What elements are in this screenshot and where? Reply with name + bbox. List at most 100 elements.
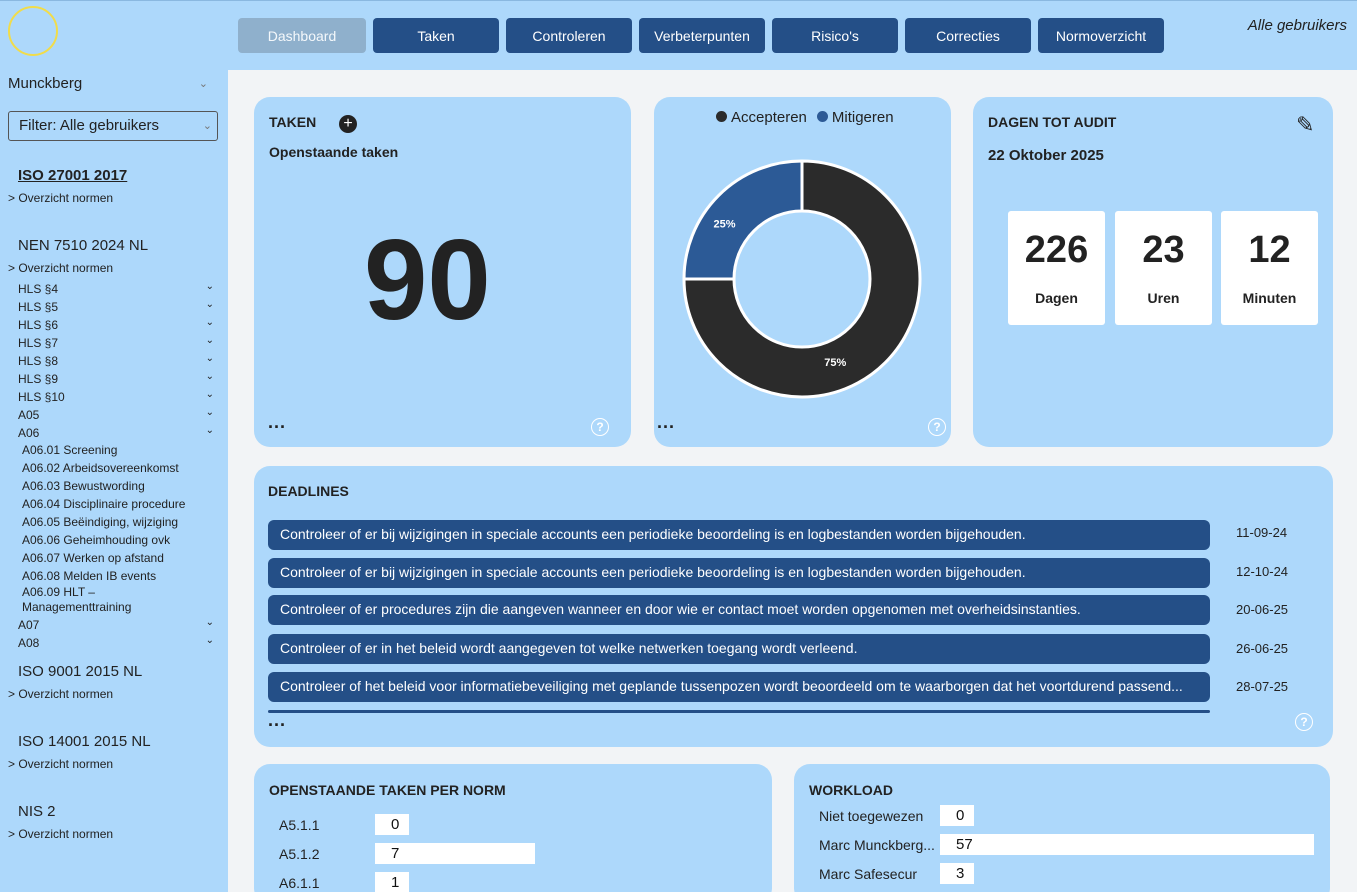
chevron-down-icon: ⌄ [205, 407, 214, 418]
top-bar: Dashboard Taken Controleren Verbeterpunt… [0, 0, 1357, 70]
add-task-icon[interactable]: + [339, 115, 357, 133]
tab-verbeterpunten[interactable]: Verbeterpunten [639, 18, 765, 53]
sub-item[interactable]: A06.09 HLT – Managementtraining [22, 585, 132, 614]
deadline-row[interactable]: Controleer of er bij wijzigingen in spec… [268, 558, 1210, 588]
tab-risicos[interactable]: Risico's [772, 18, 898, 53]
chevron-down-icon: ⌄ [205, 617, 214, 628]
deadline-date: 12-10-24 [1236, 564, 1289, 579]
legend-item-accepteren[interactable]: Accepteren [716, 109, 807, 126]
chevron-down-icon: ⌄ [205, 281, 214, 292]
donut-data-label: 25% [713, 219, 735, 231]
deadlines-title: DEADLINES [268, 483, 349, 499]
deadline-row[interactable]: Controleer of er bij wijzigingen in spec… [268, 520, 1210, 550]
tree-item-a07[interactable]: A07 ⌄ [18, 617, 214, 632]
hours-label: Uren [1147, 290, 1180, 306]
tree-item-hls8[interactable]: HLS §8 ⌄ [18, 353, 214, 368]
audit-title: DAGEN TOT AUDIT [988, 114, 1117, 130]
user-filter-value: Filter: Alle gebruikers [19, 117, 160, 134]
minutes-label: Minuten [1242, 290, 1297, 306]
edit-pencil-icon[interactable]: ✎ [1296, 112, 1315, 137]
sub-item[interactable]: A06.01 Screening [22, 443, 118, 457]
organization-name: Munckberg [8, 75, 83, 92]
tree-item-hls4[interactable]: HLS §4 ⌄ [18, 281, 214, 296]
chevron-down-icon: ⌄ [205, 353, 214, 364]
donut-chart: 75% 25% [682, 159, 922, 399]
deadline-date: 20-06-25 [1236, 602, 1289, 617]
norm-bar-label: A5.1.1 [279, 817, 320, 833]
sub-item[interactable]: A06.04 Disciplinaire procedure [22, 497, 186, 511]
tree-item-a06[interactable]: A06 ⌄ [18, 425, 214, 440]
sub-item[interactable]: A06.03 Bewustwording [22, 479, 145, 493]
norm-overview-link[interactable]: > Overzicht normen [8, 687, 114, 701]
norm-overview-link[interactable]: > Overzicht normen [8, 827, 114, 841]
hours-counter: 23 Uren [1115, 211, 1212, 325]
norm-overview-link[interactable]: > Overzicht normen [8, 261, 114, 275]
more-options-icon[interactable]: ... [268, 412, 287, 432]
tree-item-a05[interactable]: A05 ⌄ [18, 407, 214, 422]
main-nav: Dashboard Taken Controleren Verbeterpunt… [238, 18, 1164, 53]
norm-nis2[interactable]: NIS 2 [18, 803, 56, 820]
norm-bar[interactable]: 7 [375, 843, 535, 864]
norm-iso14001[interactable]: ISO 14001 2015 NL [18, 733, 151, 750]
legend-item-mitigeren[interactable]: Mitigeren [816, 109, 894, 126]
norm-iso9001[interactable]: ISO 9001 2015 NL [18, 663, 143, 680]
help-icon[interactable]: ? [1295, 713, 1313, 731]
sub-item[interactable]: A06.05 Beëindiging, wijziging [22, 515, 179, 529]
sub-item[interactable]: A06.07 Werken op afstand [22, 551, 164, 565]
tab-normoverzicht[interactable]: Normoverzicht [1038, 18, 1164, 53]
chevron-down-icon: ⌄ [205, 317, 214, 328]
norm-overview-link[interactable]: > Overzicht normen [8, 757, 114, 771]
norm-iso27001[interactable]: ISO 27001 2017 [18, 167, 128, 184]
tab-correcties[interactable]: Correcties [905, 18, 1031, 53]
workload-title: WORKLOAD [809, 782, 893, 798]
tab-taken[interactable]: Taken [373, 18, 499, 53]
tree-item-hls10[interactable]: HLS §10 ⌄ [18, 389, 214, 404]
tree-item-hls5[interactable]: HLS §5 ⌄ [18, 299, 214, 314]
norm-bar[interactable]: 1 [375, 872, 409, 892]
workload-bar-label: Marc Safesecur [819, 866, 918, 882]
tab-controleren[interactable]: Controleren [506, 18, 632, 53]
deadline-date: 26-06-25 [1236, 641, 1289, 656]
sub-item[interactable]: A06.06 Geheimhouding ovk [22, 533, 171, 547]
workload-bar[interactable]: 3 [940, 863, 974, 884]
workload-card: WORKLOAD Niet toegewezen 0 Marc Munckber… [794, 764, 1330, 892]
deadline-row[interactable]: Controleer of het beleid voor informatie… [268, 672, 1210, 702]
norm-bar[interactable]: 0 [375, 814, 409, 835]
legend-swatch [816, 111, 828, 122]
chevron-down-icon: ⌄ [205, 371, 214, 382]
workload-bar-label: Marc Munckberg... [819, 837, 935, 853]
minutes-counter: 12 Minuten [1221, 211, 1318, 325]
user-filter-select[interactable]: Filter: Alle gebruikers ⌄ [8, 111, 218, 141]
more-options-icon[interactable]: ... [268, 710, 287, 730]
tree-item-a08[interactable]: A08 ⌄ [18, 635, 214, 650]
open-tasks-per-norm-card: OPENSTAANDE TAKEN PER NORM A5.1.1 0 A5.1… [254, 764, 772, 892]
donut-slice-mitigeren[interactable] [682, 159, 804, 281]
tab-dashboard[interactable]: Dashboard [238, 18, 366, 53]
chevron-down-icon: ⌄ [205, 335, 214, 346]
more-options-icon[interactable]: ... [657, 412, 676, 432]
sub-item[interactable]: A06.02 Arbeidsovereenkomst [22, 461, 179, 475]
norm-nen7510[interactable]: NEN 7510 2024 NL [18, 237, 149, 254]
workload-bar[interactable]: 0 [940, 805, 974, 826]
workload-bar[interactable]: 57 [940, 834, 1314, 855]
tree-item-hls9[interactable]: HLS §9 ⌄ [18, 371, 214, 386]
sub-item[interactable]: A06.08 Melden IB events [22, 569, 157, 583]
chevron-down-icon: ⌄ [205, 389, 214, 400]
chevron-down-icon: ⌄ [205, 635, 214, 646]
organization-select[interactable]: Munckberg ⌄ [8, 75, 208, 92]
norm-overview-link[interactable]: > Overzicht normen [8, 191, 114, 205]
deadline-row[interactable]: Controleer of er procedures zijn die aan… [268, 595, 1210, 625]
norm-bar-label: A5.1.2 [279, 846, 320, 862]
deadline-row[interactable]: Controleer of er in het beleid wordt aan… [268, 634, 1210, 664]
help-icon[interactable]: ? [591, 418, 609, 436]
chevron-down-icon: ⌄ [205, 425, 214, 436]
taken-subtitle: Openstaande taken [269, 144, 399, 160]
donut-slice-accepteren[interactable] [682, 159, 922, 399]
help-icon[interactable]: ? [928, 418, 946, 436]
minutes-value: 12 [1248, 229, 1291, 271]
tree-item-hls7[interactable]: HLS §7 ⌄ [18, 335, 214, 350]
workload-bar-label: Niet toegewezen [819, 808, 924, 824]
tree-item-hls6[interactable]: HLS §6 ⌄ [18, 317, 214, 332]
logo-icon[interactable] [8, 6, 58, 56]
chevron-down-icon: ⌄ [205, 299, 214, 310]
